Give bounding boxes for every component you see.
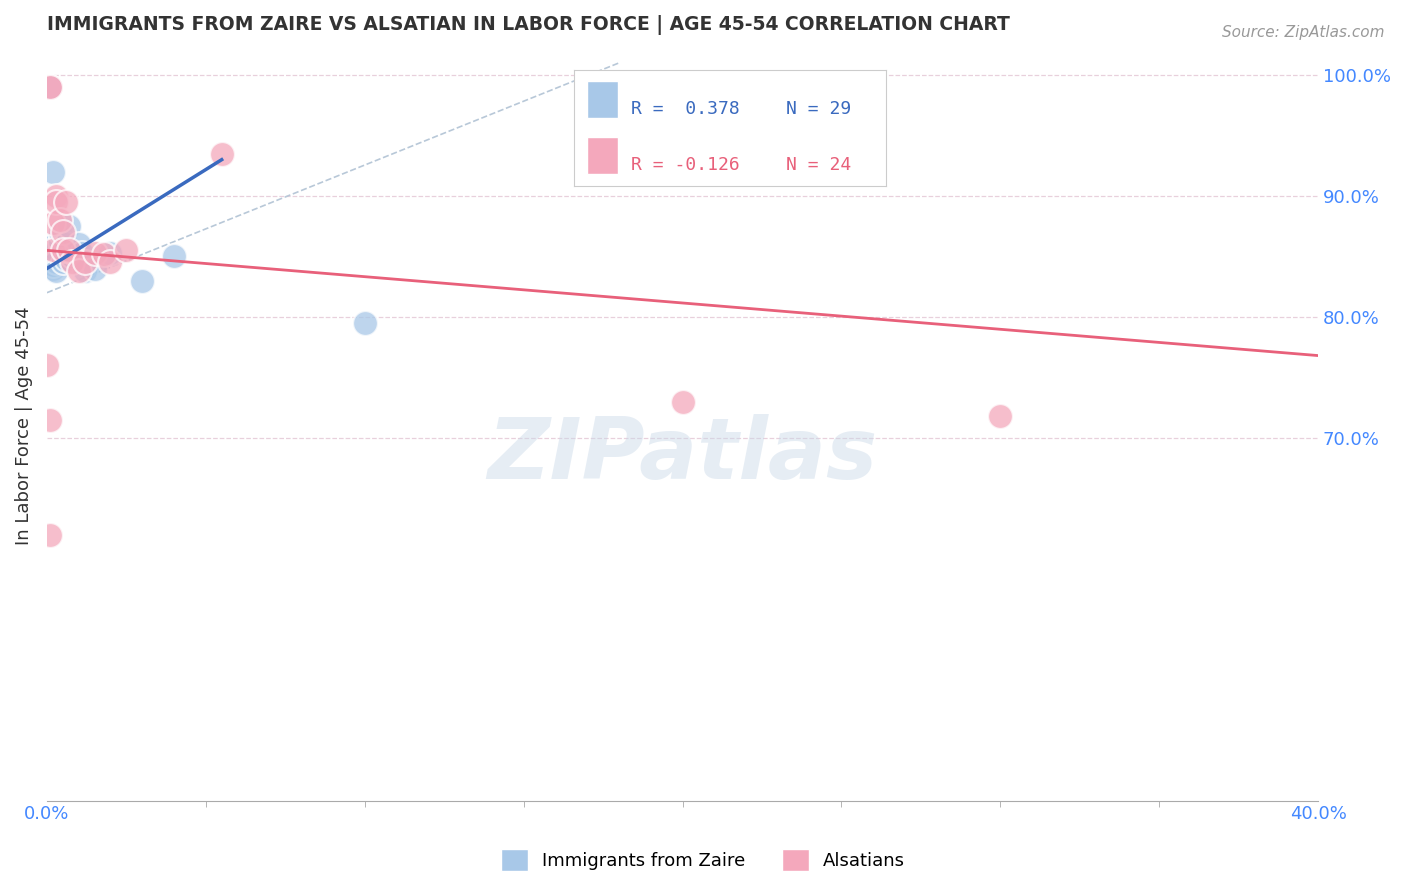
Point [42, 216, 65, 230]
Point [48, 235, 70, 249]
Point [100, 255, 122, 269]
Point [39, 80, 62, 95]
Point [45, 244, 67, 258]
Point [131, 274, 153, 288]
Point [42, 247, 65, 261]
Point [60, 249, 83, 263]
Point [55, 252, 77, 266]
Point [39, 240, 62, 254]
Point [45, 264, 67, 278]
Point [39, 249, 62, 263]
Point [39, 80, 62, 95]
Point [35, 244, 58, 258]
Point [67, 237, 90, 252]
Point [671, 394, 693, 409]
Point [45, 189, 67, 203]
Point [39, 412, 62, 426]
Point [211, 146, 233, 161]
Point [55, 194, 77, 209]
Point [52, 244, 75, 258]
Point [73, 255, 96, 269]
Point [48, 225, 70, 239]
Point [39, 80, 62, 95]
Point [42, 244, 65, 258]
Point [42, 258, 65, 272]
Point [52, 244, 75, 258]
Point [83, 245, 105, 260]
Legend: Immigrants from Zaire, Alsatians: Immigrants from Zaire, Alsatians [494, 842, 912, 879]
Point [55, 237, 77, 252]
Point [52, 225, 75, 239]
Text: ZIPatlas: ZIPatlas [488, 414, 877, 497]
Point [58, 244, 80, 258]
Point [39, 527, 62, 541]
Point [42, 261, 65, 276]
Point [83, 261, 105, 276]
Point [93, 247, 115, 261]
Point [353, 316, 375, 330]
Point [65, 247, 87, 261]
Point [73, 264, 96, 278]
Text: IMMIGRANTS FROM ZAIRE VS ALSATIAN IN LABOR FORCE | AGE 45-54 CORRELATION CHART: IMMIGRANTS FROM ZAIRE VS ALSATIAN IN LAB… [46, 15, 1010, 35]
Text: Source: ZipAtlas.com: Source: ZipAtlas.com [1222, 25, 1385, 40]
Point [60, 255, 83, 269]
Point [70, 245, 93, 260]
Point [115, 244, 138, 258]
Point [42, 165, 65, 179]
Point [45, 255, 67, 269]
Point [58, 219, 80, 234]
Point [52, 255, 75, 269]
Point [100, 245, 122, 260]
Point [48, 213, 70, 227]
Point [42, 252, 65, 266]
Point [988, 409, 1011, 423]
Point [45, 194, 67, 209]
Point [67, 264, 90, 278]
Point [163, 249, 186, 263]
Y-axis label: In Labor Force | Age 45-54: In Labor Force | Age 45-54 [15, 307, 32, 545]
Point [35, 358, 58, 372]
